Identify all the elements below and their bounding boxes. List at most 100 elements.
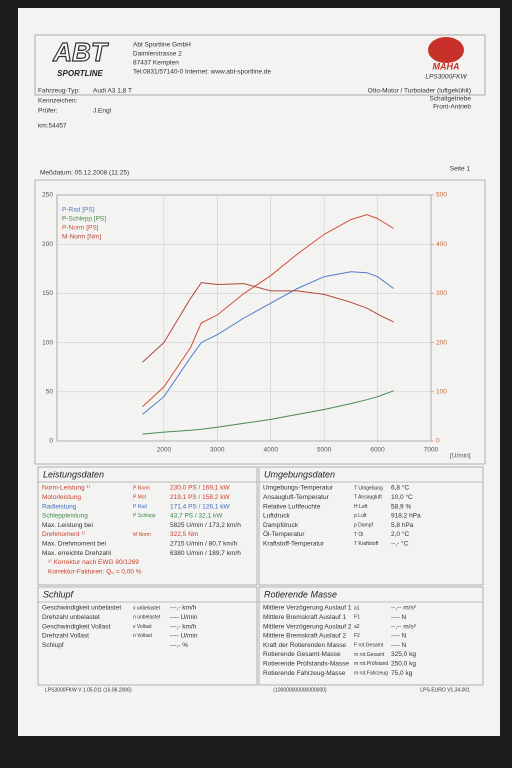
y2-tick-label: 0 bbox=[436, 438, 440, 445]
logo-sub: SPORTLINE bbox=[57, 69, 103, 78]
row-value: 75,0 kg bbox=[391, 670, 413, 677]
row-symbol: T Kraftstoff bbox=[354, 541, 379, 547]
row-value: --,- °C bbox=[391, 540, 409, 548]
row-label: Max. erreichte Drehzahl bbox=[42, 550, 112, 557]
y-tick-label: 50 bbox=[46, 389, 54, 396]
row-label: Drehmoment ¹⁾ bbox=[42, 530, 86, 538]
field-label: Fahrzeug-Typ: bbox=[38, 88, 80, 95]
row-label: Öl-Temperatur bbox=[263, 530, 305, 538]
field-value: J.Engl bbox=[93, 108, 112, 115]
legend-entry: P-Norm [PS] bbox=[62, 225, 99, 232]
row-symbol: P Rad bbox=[133, 504, 147, 510]
model: LPS3000FKW bbox=[425, 74, 467, 81]
company: 87437 Kempten bbox=[133, 60, 179, 67]
row-label: Max. Leistung bei bbox=[42, 522, 93, 529]
section-title: Umgebungsdaten bbox=[264, 469, 335, 479]
series-line bbox=[142, 390, 394, 435]
row-value: 6,8 °C bbox=[391, 484, 409, 492]
row-value: 58,9 % bbox=[391, 503, 411, 510]
row-symbol: a2 bbox=[354, 624, 360, 630]
row-symbol: P Norm bbox=[133, 485, 150, 491]
row-label: Geschwindigkeit unbelastet bbox=[42, 605, 121, 612]
series-line bbox=[142, 271, 394, 415]
engine: Otto-Motor / Turbolader (luftgekühlt) bbox=[368, 88, 471, 95]
row-label: Ansaugluft-Temperatur bbox=[263, 494, 330, 501]
section-title: Leistungsdaten bbox=[43, 469, 104, 479]
row-symbol: n unbelastet bbox=[133, 615, 161, 621]
row-symbol: T Umgebung bbox=[354, 485, 383, 491]
x-tick-label: 3000 bbox=[210, 447, 225, 454]
row-label: Motorleistung bbox=[42, 494, 81, 501]
company: Abt Sportline GmbH bbox=[133, 42, 191, 49]
row-symbol: T Öl bbox=[354, 531, 363, 538]
row-symbol: m rot.Prüfstand bbox=[354, 661, 388, 667]
row-symbol: F2 bbox=[354, 633, 360, 639]
section-title: Schlupf bbox=[43, 589, 75, 599]
km: km:54457 bbox=[38, 123, 67, 130]
row-value: --,-- m/s² bbox=[391, 623, 417, 630]
series-line bbox=[142, 214, 394, 407]
row-symbol: M Norm bbox=[133, 532, 151, 538]
engine: Schaltgetriebe bbox=[429, 96, 471, 103]
series-line bbox=[142, 282, 394, 363]
row-value: ---,- km/h bbox=[170, 605, 197, 612]
chart-box bbox=[34, 179, 486, 465]
section-box bbox=[258, 466, 484, 586]
row-label: Mittlere Bremskraft Auslauf 1 bbox=[263, 614, 346, 621]
x-tick-label: 7000 bbox=[424, 447, 439, 454]
row-value: ---,- km/h bbox=[170, 623, 197, 630]
section-box bbox=[258, 586, 484, 686]
x-axis-label: [U/min] bbox=[450, 453, 471, 460]
y2-tick-label: 100 bbox=[436, 389, 447, 396]
field-label: Prüfer: bbox=[38, 108, 58, 115]
row-value: 43,7 PS / 32,1 kW bbox=[170, 513, 223, 520]
row-value: 10,0 °C bbox=[391, 493, 413, 501]
row-label: Drehzahl Vollast bbox=[42, 633, 89, 640]
row-label: Rotierende Fahrzeug-Masse bbox=[263, 670, 346, 677]
y-tick-label: 200 bbox=[42, 241, 53, 248]
row-symbol: n Vollast bbox=[133, 633, 153, 639]
legend-entry: P-Rad [PS] bbox=[62, 207, 95, 214]
row-value: 250,0 kg bbox=[391, 661, 416, 668]
row-label: Norm-Leistung ¹⁾ bbox=[42, 484, 91, 492]
row-symbol: v Vollast bbox=[133, 624, 152, 630]
company: Tel:0831/57140-0 Internet: www.abt-sport… bbox=[133, 69, 271, 76]
y2-tick-label: 200 bbox=[436, 339, 447, 346]
field-value: Audi A3 1,8 T bbox=[93, 88, 132, 95]
y-tick-label: 150 bbox=[42, 290, 53, 297]
row-symbol: P Mot bbox=[133, 495, 147, 501]
header-box bbox=[34, 34, 486, 96]
row-value: 2,0 °C bbox=[391, 530, 409, 538]
y-tick-label: 100 bbox=[42, 339, 53, 346]
row-value: 171,4 PS / 126,1 kW bbox=[170, 503, 230, 510]
row-label: Rotierende Prüfstands-Masse bbox=[263, 661, 349, 668]
row-value: ---- N bbox=[391, 633, 406, 640]
row-label: ¹⁾ Korrektur nach EWG 80/1269 bbox=[48, 558, 139, 566]
row-value: ---,- % bbox=[170, 642, 188, 649]
section-box bbox=[37, 466, 258, 586]
row-label: Kraftstoff-Temperatur bbox=[263, 541, 325, 548]
row-value: ---- U/min bbox=[170, 614, 198, 621]
field-label: Kennzeichen: bbox=[38, 98, 78, 105]
row-value: --,-- m/s² bbox=[391, 605, 417, 612]
row-symbol: v unbelastet bbox=[133, 605, 161, 611]
row-symbol: p Dampf bbox=[354, 523, 374, 529]
row-value: 325,0 kg bbox=[391, 651, 416, 658]
row-value: ---- N bbox=[391, 642, 406, 649]
row-symbol: p Luft bbox=[354, 513, 367, 519]
row-label: Mittlere Verzögerung Auslauf 2 bbox=[263, 623, 352, 630]
legend-entry: M-Norm [Nm] bbox=[62, 234, 101, 241]
footer: LPS-EURO V1.34.001 bbox=[420, 687, 470, 693]
row-label: Rotierende Gesamt-Masse bbox=[263, 651, 341, 658]
row-symbol: a1 bbox=[354, 605, 360, 611]
row-value: ---- U/min bbox=[170, 633, 198, 640]
section-box bbox=[37, 586, 258, 686]
row-label: Umgebungs-Temperatur bbox=[263, 485, 334, 492]
brand: MAHA bbox=[433, 61, 460, 71]
footer: LPS3000FKW V 1.05.011 (16.06.2006) bbox=[45, 687, 132, 693]
row-symbol: m rot.Gesamt bbox=[354, 652, 385, 658]
row-label: Max. Drehmoment bei bbox=[42, 541, 106, 548]
row-label: Relative Luftfeuchte bbox=[263, 503, 321, 510]
row-symbol: T Ansaugluft bbox=[354, 495, 382, 501]
